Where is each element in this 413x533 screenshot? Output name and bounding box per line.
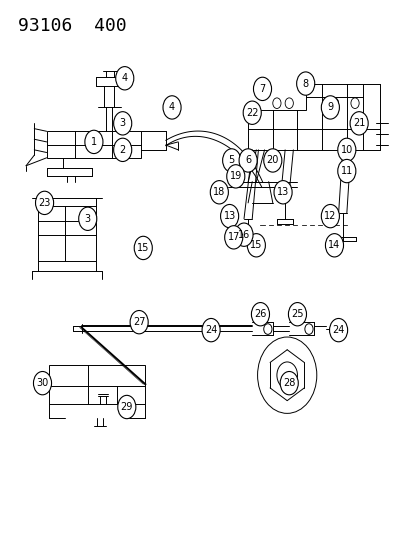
- Text: 6: 6: [244, 156, 251, 165]
- Circle shape: [296, 72, 314, 95]
- Text: 27: 27: [133, 317, 145, 327]
- Circle shape: [337, 159, 355, 183]
- Circle shape: [224, 225, 242, 249]
- Circle shape: [36, 191, 54, 215]
- Text: 21: 21: [352, 118, 364, 128]
- Text: 28: 28: [282, 378, 295, 388]
- Text: 23: 23: [38, 198, 51, 208]
- Text: 29: 29: [120, 402, 133, 412]
- Text: 26: 26: [254, 309, 266, 319]
- Text: 14: 14: [328, 240, 340, 251]
- Text: 25: 25: [290, 309, 303, 319]
- Text: 13: 13: [276, 187, 289, 197]
- Text: 4: 4: [169, 102, 175, 112]
- Circle shape: [114, 112, 131, 135]
- Circle shape: [226, 165, 244, 188]
- Text: 1: 1: [90, 137, 97, 147]
- Text: 3: 3: [119, 118, 126, 128]
- Text: 7: 7: [259, 84, 265, 94]
- Circle shape: [238, 149, 256, 172]
- Circle shape: [337, 138, 355, 161]
- Circle shape: [220, 205, 238, 228]
- Circle shape: [78, 207, 97, 230]
- Text: 15: 15: [249, 240, 262, 251]
- Circle shape: [253, 77, 271, 101]
- Text: 10: 10: [340, 145, 352, 155]
- Text: 4: 4: [121, 73, 128, 83]
- Text: 17: 17: [227, 232, 240, 243]
- Text: 24: 24: [332, 325, 344, 335]
- Text: 15: 15: [137, 243, 149, 253]
- Circle shape: [115, 67, 133, 90]
- Text: 9: 9: [327, 102, 332, 112]
- Text: 11: 11: [340, 166, 352, 176]
- Circle shape: [85, 130, 103, 154]
- Circle shape: [325, 233, 343, 257]
- Text: 24: 24: [204, 325, 217, 335]
- Circle shape: [320, 205, 339, 228]
- Circle shape: [114, 138, 131, 161]
- Text: 19: 19: [229, 172, 241, 181]
- Circle shape: [288, 303, 306, 326]
- Circle shape: [280, 372, 298, 395]
- Circle shape: [263, 149, 281, 172]
- Text: 13: 13: [223, 211, 235, 221]
- Text: 5: 5: [228, 156, 234, 165]
- Text: 16: 16: [237, 230, 249, 240]
- Circle shape: [329, 318, 347, 342]
- Text: 8: 8: [302, 78, 308, 88]
- Circle shape: [251, 303, 269, 326]
- Text: 18: 18: [213, 187, 225, 197]
- Circle shape: [235, 223, 252, 246]
- Circle shape: [273, 181, 292, 204]
- Circle shape: [117, 395, 135, 419]
- Circle shape: [349, 112, 367, 135]
- Text: 12: 12: [323, 211, 336, 221]
- Text: 22: 22: [245, 108, 258, 118]
- Circle shape: [247, 233, 265, 257]
- Circle shape: [222, 149, 240, 172]
- Circle shape: [210, 181, 228, 204]
- Circle shape: [134, 236, 152, 260]
- Text: 2: 2: [119, 145, 126, 155]
- Circle shape: [320, 96, 339, 119]
- Circle shape: [130, 311, 148, 334]
- Circle shape: [242, 101, 261, 124]
- Text: 20: 20: [266, 156, 278, 165]
- Circle shape: [202, 318, 220, 342]
- Circle shape: [33, 372, 52, 395]
- Circle shape: [163, 96, 180, 119]
- Text: 93106  400: 93106 400: [18, 17, 126, 35]
- Text: 30: 30: [36, 378, 48, 388]
- Text: 3: 3: [85, 214, 90, 224]
